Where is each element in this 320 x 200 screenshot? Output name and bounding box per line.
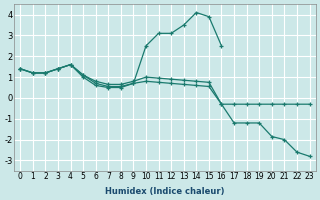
X-axis label: Humidex (Indice chaleur): Humidex (Indice chaleur) <box>105 187 225 196</box>
